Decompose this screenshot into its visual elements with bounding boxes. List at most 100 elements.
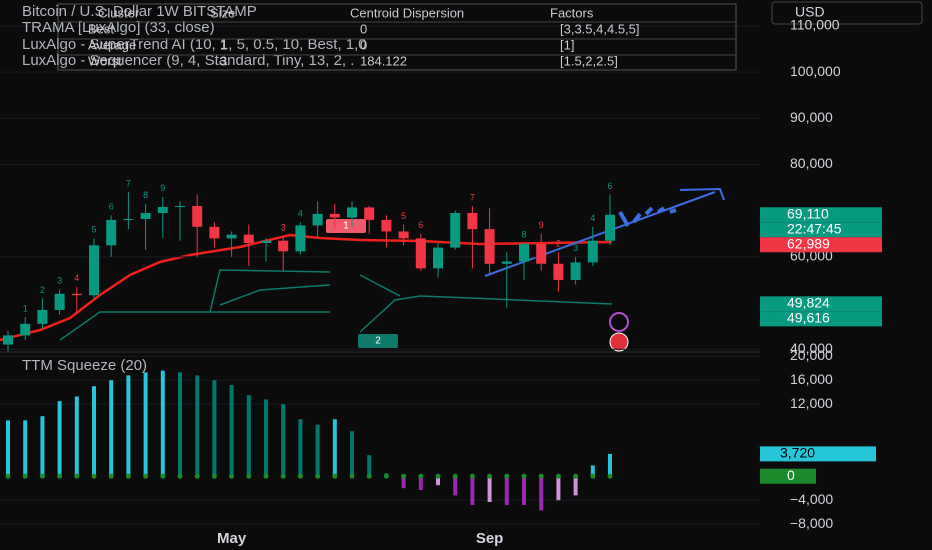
candle-body — [415, 238, 426, 269]
histogram-bar — [298, 419, 303, 477]
symbol-title: Bitcoin / U.S. Dollar 1W BITSTAMP — [22, 3, 257, 20]
squeeze-dot — [504, 473, 510, 479]
candle-body — [157, 206, 168, 213]
squeeze-dot — [401, 473, 407, 479]
table-cell: [1.5,2,2.5] — [560, 53, 618, 68]
histogram-bar — [281, 404, 286, 477]
table-header: Size — [210, 5, 235, 20]
squeeze-dot — [263, 473, 269, 479]
sequence-label: 4 — [74, 273, 79, 283]
sequence-label: 3 — [281, 222, 286, 232]
candle-body — [278, 240, 289, 252]
histogram-bar — [212, 380, 217, 477]
y-tick-label: 20,000 — [790, 347, 833, 363]
squeeze-dot — [487, 473, 493, 479]
histogram-bar — [160, 370, 165, 477]
candle-body — [209, 226, 220, 239]
candle-body — [89, 245, 99, 296]
pane-title: TTM Squeeze (20) — [22, 357, 147, 374]
table-cell: 0 — [360, 21, 367, 36]
candle-body — [312, 213, 323, 226]
squeeze-dot — [108, 473, 114, 479]
indicator: LuxAlgo - SuperTrend AI (10, 1, 5, 0.5, … — [22, 36, 367, 53]
y-tick-label: 110,000 — [790, 17, 840, 33]
histogram-bar — [264, 399, 268, 477]
histogram-bar — [109, 380, 114, 477]
candle-body — [587, 240, 598, 263]
table-cell: 184.122 — [360, 53, 407, 68]
price-label: 62,989 — [787, 235, 830, 251]
zero-label-box — [760, 468, 816, 484]
projection-line — [484, 191, 716, 277]
candle-body — [553, 263, 564, 280]
table-cell: Worst — [88, 53, 122, 68]
value-label: 3,720 — [780, 445, 815, 461]
sequence-label: 4 — [298, 209, 303, 219]
histogram-bar — [487, 476, 492, 502]
price-label: 49,824 — [787, 295, 830, 311]
sequence-label: 7 — [470, 192, 475, 202]
sequence-label: 9 — [539, 220, 544, 230]
table-cell: [1] — [560, 37, 574, 52]
candle-body — [3, 335, 13, 345]
squeeze-dot — [143, 473, 149, 479]
squeeze-dot — [229, 473, 235, 479]
sequence-label: 5 — [91, 225, 96, 235]
histogram-bar — [608, 453, 612, 477]
squeeze-dot — [538, 473, 544, 479]
histogram-bar — [401, 476, 406, 489]
squeeze-dot — [573, 473, 579, 479]
candle-body — [37, 309, 48, 324]
candle-body — [519, 243, 529, 262]
histogram-bar — [57, 401, 62, 477]
y-tick-label: 90,000 — [790, 109, 833, 125]
sequence-label: 9 — [160, 183, 165, 193]
candle-body — [106, 219, 117, 246]
table-cell: Average — [88, 37, 136, 52]
histogram-bar — [23, 420, 28, 477]
histogram-bar — [436, 476, 440, 486]
signal-label: 1 — [343, 221, 349, 232]
histogram-bar — [590, 465, 595, 477]
squeeze-dot — [91, 473, 97, 479]
table-cell: Best — [88, 21, 114, 36]
candle-body — [329, 213, 340, 218]
squeeze-dot — [280, 473, 286, 479]
histogram-bar — [504, 476, 509, 505]
histogram-bar — [126, 375, 131, 477]
sequence-label: 1 — [23, 303, 28, 313]
candle-body — [192, 206, 203, 227]
sequence-label: 6 — [607, 181, 612, 191]
squeeze-dot — [211, 473, 217, 479]
histogram-bar — [195, 375, 200, 477]
candle-body — [175, 206, 185, 208]
sequence-label: 8 — [143, 190, 148, 200]
candle-body — [71, 293, 82, 296]
histogram-bar — [246, 395, 251, 477]
table-cell: 3 — [220, 53, 227, 68]
histogram-bar — [315, 424, 320, 477]
sequence-label: 3 — [573, 243, 578, 253]
histogram-bar — [453, 476, 458, 496]
candle-body — [364, 207, 375, 220]
candle-body — [536, 243, 547, 264]
histogram-bar — [470, 476, 475, 505]
candle-body — [54, 293, 65, 310]
histogram-bar — [74, 396, 79, 477]
projection-candles — [618, 206, 677, 227]
table-header: Factors — [550, 5, 594, 20]
candle-body — [381, 219, 392, 232]
squeeze-dot — [297, 473, 303, 479]
table-frame — [57, 3, 737, 71]
price-axis — [760, 0, 932, 550]
sequence-label: 4 — [590, 213, 595, 223]
squeeze-dot — [177, 473, 183, 479]
histogram-bar — [40, 416, 45, 477]
price-label-box — [760, 311, 882, 327]
y-tick-label: 40,000 — [790, 340, 833, 356]
signal-label: 2 — [375, 336, 381, 347]
squeeze-dot — [22, 473, 28, 479]
price-label: 69,110 — [787, 205, 829, 221]
table-cell: 1 — [220, 37, 227, 52]
candle-body — [605, 214, 615, 241]
